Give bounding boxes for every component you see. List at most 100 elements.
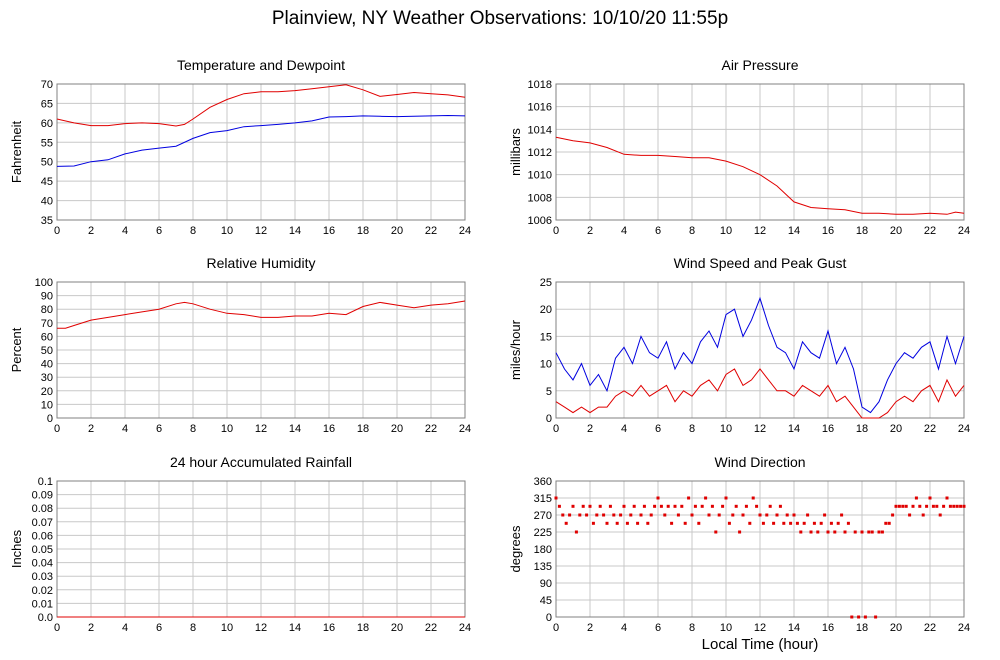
y-tick-label: 225 <box>534 527 552 539</box>
series-line-2 <box>555 368 965 419</box>
y-tick-label: 65 <box>41 98 53 110</box>
data-point <box>789 521 793 525</box>
x-tick-label: 2 <box>88 622 94 634</box>
plot-frame <box>555 281 965 419</box>
y-tick-label: 25 <box>540 277 552 289</box>
data-point <box>908 513 912 517</box>
data-point <box>731 513 735 517</box>
x-tick-label: 14 <box>788 423 800 435</box>
data-point <box>598 504 602 508</box>
x-tick-label: 8 <box>689 622 695 634</box>
data-point <box>863 615 867 619</box>
chart-title: Air Pressure <box>721 57 798 73</box>
data-point <box>782 521 786 525</box>
series-line-1 <box>555 296 965 414</box>
data-point <box>591 521 595 525</box>
x-tick-label: 14 <box>289 225 301 237</box>
x-tick-label: 20 <box>890 423 902 435</box>
x-tick-label: 24 <box>459 622 471 634</box>
y-tick-label: 60 <box>41 331 53 343</box>
data-point <box>945 496 949 500</box>
data-point <box>816 530 820 534</box>
data-point <box>625 521 629 525</box>
x-tick-label: 24 <box>958 622 970 634</box>
data-point <box>819 521 823 525</box>
y-tick-label: 0.06 <box>32 530 53 542</box>
y-tick-label: 35 <box>41 215 53 227</box>
data-point <box>952 504 956 508</box>
x-tick-label: 24 <box>958 423 970 435</box>
x-tick-label: 16 <box>323 225 335 237</box>
x-tick-label: 18 <box>856 622 868 634</box>
y-tick-label: 360 <box>534 476 552 488</box>
y-tick-label: 1010 <box>528 170 552 182</box>
y-tick-label: 1012 <box>528 147 552 159</box>
x-tick-label: 2 <box>587 225 593 237</box>
y-axis-label: degrees <box>508 525 523 572</box>
chart-24-hour-accumulated-rainfall: 0 2 4 6 8 10 12 14 16 18 20 22 240.00.010.020.030.04… <box>9 454 471 634</box>
data-point <box>717 513 721 517</box>
x-tick-label: 0 <box>553 423 559 435</box>
data-point <box>605 521 609 525</box>
data-point <box>693 504 697 508</box>
data-point <box>683 521 687 525</box>
y-tick-label: 70 <box>41 79 53 91</box>
data-point <box>935 504 939 508</box>
y-tick-label: 0.0 <box>38 612 53 624</box>
y-axis-label: Inches <box>9 529 24 568</box>
y-tick-label: 0.03 <box>32 571 53 583</box>
x-tick-label: 8 <box>190 225 196 237</box>
data-point <box>850 615 854 619</box>
data-point <box>870 530 874 534</box>
data-point <box>867 530 871 534</box>
x-tick-label: 10 <box>720 423 732 435</box>
x-tick-label: 12 <box>754 622 766 634</box>
data-point <box>557 504 561 508</box>
x-tick-label: 24 <box>958 225 970 237</box>
data-point <box>891 513 895 517</box>
y-tick-label: 100 <box>35 277 53 289</box>
data-point <box>656 496 660 500</box>
data-point <box>670 521 674 525</box>
data-point <box>843 530 847 534</box>
data-point <box>809 530 813 534</box>
x-tick-label: 24 <box>459 225 471 237</box>
data-point <box>911 504 915 508</box>
series-line-1 <box>56 84 466 127</box>
y-tick-label: 0 <box>546 612 552 624</box>
data-point <box>806 513 810 517</box>
data-point <box>581 504 585 508</box>
y-tick-label: 30 <box>41 372 53 384</box>
y-axis-label: Percent <box>9 327 24 372</box>
chart-title: Temperature and Dewpoint <box>177 57 345 73</box>
data-point <box>588 504 592 508</box>
data-point <box>602 513 606 517</box>
x-tick-label: 12 <box>255 423 267 435</box>
y-tick-label: 270 <box>534 510 552 522</box>
x-tick-label: 4 <box>122 622 128 634</box>
x-tick-label: 20 <box>391 622 403 634</box>
data-point <box>853 530 857 534</box>
data-point <box>802 521 806 525</box>
y-tick-label: 20 <box>41 386 53 398</box>
x-tick-label: 20 <box>391 225 403 237</box>
chart-title: Wind Direction <box>714 454 805 470</box>
x-tick-label: 14 <box>289 622 301 634</box>
data-point <box>826 530 830 534</box>
y-axis-label: millibars <box>508 128 523 176</box>
data-point <box>642 504 646 508</box>
y-tick-label: 55 <box>41 137 53 149</box>
data-point <box>918 504 922 508</box>
data-point <box>880 530 884 534</box>
data-point <box>608 504 612 508</box>
chart-title: Wind Speed and Peak Gust <box>674 255 847 271</box>
x-tick-label: 0 <box>553 622 559 634</box>
chart-air-pressure: 0 2 4 6 8 10 12 14 16 18 20 22 241006100810101012101… <box>508 57 970 237</box>
data-point <box>646 521 650 525</box>
data-point <box>948 504 952 508</box>
data-point <box>697 521 701 525</box>
plot-frame <box>555 480 965 618</box>
y-tick-label: 10 <box>540 359 552 371</box>
data-point <box>619 513 623 517</box>
x-tick-label: 16 <box>323 423 335 435</box>
